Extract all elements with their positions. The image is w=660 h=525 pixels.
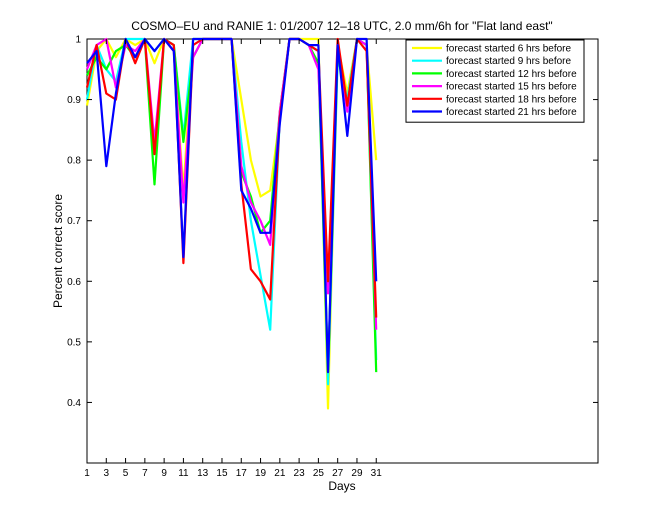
y-tick-label: 0.7 <box>67 216 81 227</box>
legend-label-6: forecast started 21 hrs before <box>446 107 577 118</box>
y-axis-label: Percent correct score <box>51 194 65 308</box>
x-tick-label: 29 <box>351 468 363 479</box>
series-group <box>85 37 378 410</box>
x-tick-label: 15 <box>216 468 228 479</box>
legend-label-5: forecast started 18 hrs before <box>446 94 577 105</box>
y-tick-label: 0.4 <box>67 398 81 409</box>
x-tick-label: 7 <box>142 468 148 479</box>
x-tick-label: 23 <box>294 468 306 479</box>
x-tick-label: 13 <box>197 468 209 479</box>
chart-title: COSMO–EU and RANIE 1: 01/2007 12–18 UTC,… <box>131 19 552 33</box>
y-tick-label: 0.8 <box>67 156 81 167</box>
legend-box <box>405 39 585 123</box>
legend-label-4: forecast started 15 hrs before <box>446 82 577 93</box>
x-tick-label: 11 <box>178 468 189 479</box>
legend-label-1: forecast started 6 hrs before <box>446 44 572 55</box>
x-tick-label: 21 <box>274 468 286 479</box>
y-tick-label: 0.9 <box>67 95 81 106</box>
y-tick-label: 0.6 <box>67 277 81 288</box>
x-tick-label: 27 <box>332 468 344 479</box>
x-tick-label: 31 <box>371 468 383 479</box>
x-tick-label: 3 <box>104 468 110 479</box>
x-tick-label: 9 <box>161 468 167 479</box>
x-tick-label: 19 <box>255 468 267 479</box>
y-tick-label: 1 <box>75 35 81 46</box>
x-axis-label: Days <box>328 479 355 493</box>
x-tick-label: 5 <box>123 468 129 479</box>
series-line-6 <box>86 37 378 374</box>
x-tick-label: 17 <box>236 468 248 479</box>
ticks-group: 1 3 5 7 9 11 13 15 17 19 21 23 25 27 29 310.40.50.60.70… <box>67 35 598 479</box>
legend-label-2: forecast started 9 hrs before <box>446 56 572 67</box>
y-tick-label: 0.5 <box>67 337 81 348</box>
legend-label-3: forecast started 12 hrs before <box>446 69 577 80</box>
x-tick-label: 1 <box>84 468 90 479</box>
x-tick-label: 25 <box>313 468 325 479</box>
